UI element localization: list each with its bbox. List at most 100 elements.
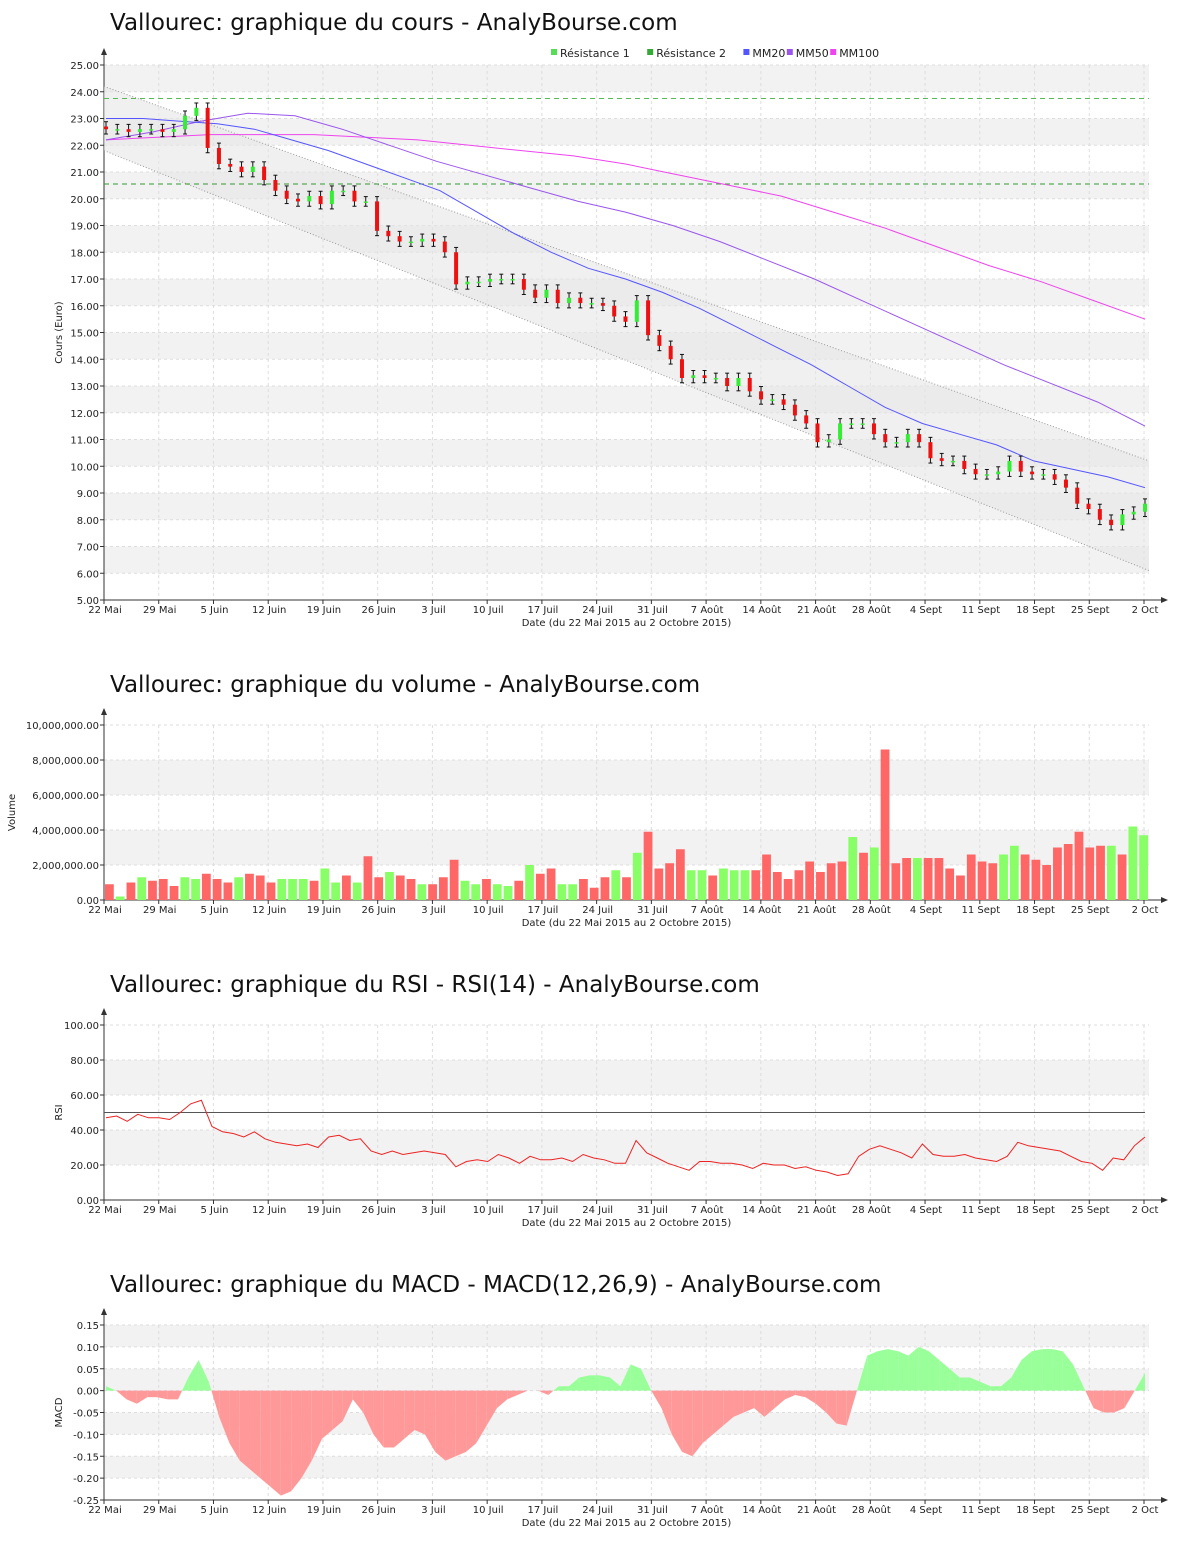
volume-bar [956,875,965,900]
rsi-y-arrow [101,1008,107,1015]
volume-bar [1074,831,1084,900]
legend-swatch [743,49,750,55]
macd-grid-band [104,1456,1149,1479]
volume-bar [546,868,556,900]
price-x-tick-label: 18 Sept [1016,605,1055,616]
macd-area-segment [754,1390,765,1417]
candle-body [1131,511,1136,515]
mm20-line [106,118,1146,489]
macd-area-segment [211,1390,220,1417]
macd-area-segment [856,1355,868,1391]
macd-area-segment [579,1375,590,1391]
volume-bar [719,868,728,900]
volume-bar [1020,854,1030,900]
candle-body [533,289,538,298]
volume-x-tick-label: 24 Juil [582,905,613,916]
macd-area-segment [1134,1373,1145,1391]
candle-body [408,241,413,244]
macd-area-segment [651,1390,662,1409]
candle-body [194,107,199,116]
macd-y-tick-label: 0.00 [77,1387,99,1398]
volume-bar [428,884,437,900]
volume-bar [255,875,265,900]
macd-x-tick-label: 29 Mai [143,1505,176,1516]
volume-bar [880,749,890,900]
volume-bar [654,868,664,900]
price-x-tick-label: 12 Juin [252,605,286,616]
macd-y-tick-label: -0.05 [73,1409,99,1420]
price-y-tick-label: 6.00 [77,569,99,580]
price-y-tick-label: 11.00 [70,436,99,447]
macd-area-segment [630,1364,641,1391]
macd-area-segment [1085,1390,1094,1409]
macd-area-segment [712,1390,724,1435]
macd-area-segment [404,1390,415,1439]
volume-bar [912,858,922,900]
macd-x-tick-label: 22 Mai [88,1505,121,1516]
volume-bar [686,870,696,900]
price-x-tick-label: 26 Juin [362,605,396,616]
candle-body [1063,479,1068,488]
price-x-axis-label: Date (du 22 Mai 2015 au 2 Octobre 2015) [522,618,732,629]
rsi-y-tick-label: 20.00 [70,1161,99,1172]
price-x-arrow [1161,597,1168,603]
price-x-tick-label: 29 Mai [143,605,176,616]
volume-x-tick-label: 29 Mai [143,905,176,916]
macd-y-tick-label: -0.10 [73,1430,99,1441]
price-y-tick-label: 14.00 [70,355,99,366]
volume-x-tick-label: 26 Juin [362,905,396,916]
candle-body [555,289,560,304]
macd-area-segment [280,1390,292,1496]
candle-body [284,190,289,199]
candle-body [1143,503,1147,512]
volume-bar [201,873,211,900]
candle-body [341,190,346,193]
volume-bar [826,863,836,900]
macd-area-segment [553,1386,559,1391]
candle-body [160,129,165,132]
candle-body [849,423,854,425]
macd-area-segment [435,1390,446,1461]
candle-body [126,129,131,132]
candle-body [826,439,831,443]
volume-bar [665,863,674,900]
legend-label: MM50 [796,47,829,60]
macd-area-segment [414,1390,425,1435]
rsi-x-tick-label: 25 Sept [1071,1205,1110,1216]
macd-area-segment [970,1377,981,1391]
macd-x-tick-label: 14 Août [742,1504,781,1516]
macd-area-segment [589,1375,600,1391]
price-x-tick-label: 10 Juil [473,605,504,616]
volume-bar [191,879,200,900]
macd-area-segment [610,1377,621,1391]
candle-body [917,434,922,443]
volume-bar [266,882,276,900]
macd-area-segment [229,1390,240,1461]
macd-area-segment [959,1377,971,1391]
volume-bar [622,877,631,900]
candle-body [363,201,368,203]
volume-bar [1128,826,1138,900]
volume-x-tick-label: 19 Juin [307,905,341,916]
candle-body [1052,474,1057,480]
macd-area-segment [260,1390,271,1487]
rsi-x-tick-label: 21 Août [797,1204,836,1216]
macd-x-tick-label: 18 Sept [1016,1505,1055,1516]
volume-bar [816,872,825,900]
volume-x-tick-label: 2 Oct [1132,905,1159,916]
macd-y-arrow [101,1308,107,1315]
volume-y-tick-label: 6,000,000.00 [32,791,99,802]
volume-bar [611,870,621,900]
volume-grid-band [104,830,1149,865]
candle-body [725,377,730,386]
candle-body [838,423,843,440]
price-channel-band [104,86,1149,571]
macd-area-segment [702,1390,713,1444]
volume-bar [245,873,254,900]
macd-area-segment [342,1390,353,1422]
rsi-x-tick-label: 10 Juil [473,1205,504,1216]
price-y-tick-label: 24.00 [70,88,99,99]
volume-bar [805,861,815,900]
volume-bar [212,879,222,900]
